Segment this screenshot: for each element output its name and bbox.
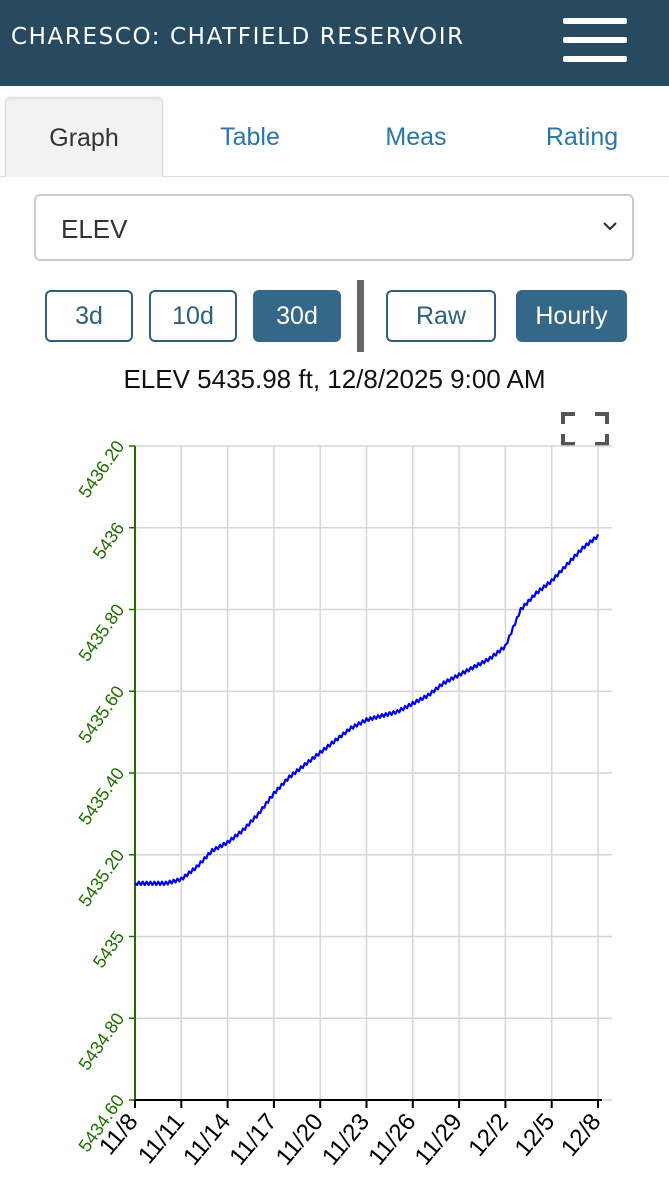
x-tick-label: 11/14 <box>178 1109 236 1171</box>
chevron-down-icon <box>603 222 617 231</box>
parameter-select-value: ELEV <box>61 214 128 244</box>
app-header: CHARESCO: CHATFIELD RESERVOIR <box>0 0 669 86</box>
chart-axes: 5434.605434.8054355435.205435.405435.605… <box>75 437 607 1171</box>
range-30d-button[interactable]: 30d <box>253 290 341 342</box>
tab-rating[interactable]: Rating <box>545 123 619 151</box>
y-tick-label: 5435 <box>89 927 128 971</box>
chart-series <box>134 533 600 887</box>
y-tick-label: 5435.40 <box>75 764 129 829</box>
y-tick-label: 5435.80 <box>75 600 129 665</box>
y-tick-label: 5435.20 <box>75 846 129 911</box>
hamburger-menu-icon[interactable] <box>563 18 627 62</box>
latest-reading: ELEV 5435.98 ft, 12/8/2025 9:00 AM <box>123 364 546 394</box>
x-tick-label: 11/11 <box>133 1109 190 1170</box>
range-10d-button[interactable]: 10d <box>149 290 237 342</box>
tab-graph[interactable]: Graph <box>5 98 163 177</box>
tab-meas[interactable]: Meas <box>385 123 447 151</box>
parameter-select[interactable]: ELEV <box>34 194 634 261</box>
tab-bar: Graph Table Meas Rating <box>0 86 669 177</box>
y-tick-label: 5436.20 <box>75 437 129 502</box>
x-tick-label: 12/5 <box>510 1109 561 1162</box>
tab-table[interactable]: Table <box>220 123 280 151</box>
y-tick-label: 5435.60 <box>75 682 129 747</box>
elevation-chart[interactable]: 5434.605434.8054355435.205435.405435.605… <box>0 400 669 1200</box>
x-tick-label: 11/29 <box>410 1109 468 1171</box>
hourly-button[interactable]: Hourly <box>516 290 627 342</box>
fullscreen-icon[interactable] <box>561 412 609 446</box>
x-tick-label: 11/17 <box>224 1109 282 1171</box>
y-tick-label: 5436 <box>89 519 128 563</box>
x-tick-label: 11/26 <box>363 1109 421 1171</box>
x-tick-label: 11/23 <box>317 1109 375 1171</box>
range-3d-button[interactable]: 3d <box>45 290 133 342</box>
x-tick-label: 12/2 <box>463 1109 514 1162</box>
station-title: CHARESCO: CHATFIELD RESERVOIR <box>11 24 465 50</box>
button-group-divider <box>357 280 364 352</box>
x-tick-label: 11/20 <box>271 1109 329 1171</box>
raw-button[interactable]: Raw <box>386 290 496 342</box>
x-tick-label: 12/8 <box>556 1109 607 1162</box>
y-tick-label: 5434.80 <box>75 1009 129 1074</box>
chart-grid <box>134 445 612 1101</box>
elev-series-line <box>134 533 600 887</box>
